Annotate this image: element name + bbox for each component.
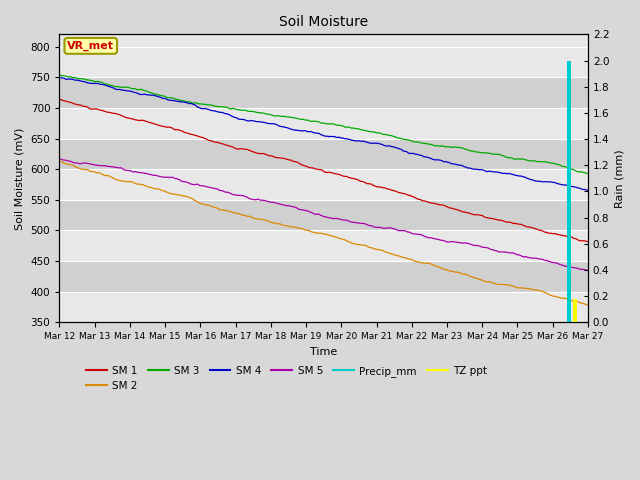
- SM 3: [72, 75, 79, 81]
- SM 3: [521, 157, 529, 163]
- SM 3: [358, 127, 365, 132]
- SM 3: [156, 92, 163, 98]
- SM 5: [154, 173, 161, 179]
- SM 2: [56, 158, 63, 164]
- Line: SM 3: SM 3: [60, 75, 588, 174]
- Bar: [60, 169, 588, 200]
- Bar: [60, 77, 588, 108]
- SM 4: [520, 174, 527, 180]
- SM 2: [356, 242, 364, 248]
- SM 1: [584, 239, 592, 245]
- Bar: [60, 230, 588, 261]
- SM 2: [584, 302, 592, 308]
- SM 4: [584, 188, 592, 193]
- Line: SM 5: SM 5: [60, 159, 588, 270]
- SM 3: [584, 171, 592, 177]
- SM 2: [70, 163, 78, 169]
- SM 1: [154, 122, 161, 128]
- SM 4: [56, 74, 63, 80]
- SM 3: [56, 72, 63, 78]
- SM 1: [356, 179, 364, 184]
- SM 4: [154, 94, 161, 99]
- SM 2: [520, 285, 527, 291]
- SM 5: [582, 267, 590, 273]
- SM 4: [356, 138, 364, 144]
- SM 5: [374, 225, 382, 230]
- SM 4: [70, 77, 78, 83]
- SM 1: [70, 101, 78, 107]
- SM 1: [520, 223, 527, 228]
- Legend: SM 1, SM 2, SM 3, SM 4, SM 5, Precip_mm, TZ ppt: SM 1, SM 2, SM 3, SM 4, SM 5, Precip_mm,…: [82, 361, 492, 395]
- SM 4: [386, 143, 394, 149]
- SM 5: [56, 156, 63, 162]
- SM 5: [584, 267, 592, 273]
- Y-axis label: Rain (mm): Rain (mm): [615, 149, 625, 208]
- Bar: [60, 261, 588, 292]
- SM 5: [70, 160, 78, 166]
- SM 2: [154, 186, 161, 192]
- SM 5: [520, 254, 527, 260]
- SM 1: [386, 187, 394, 192]
- SM 3: [376, 130, 383, 136]
- Title: Soil Moisture: Soil Moisture: [279, 15, 368, 29]
- SM 1: [56, 96, 63, 102]
- SM 3: [387, 133, 395, 139]
- Line: SM 2: SM 2: [60, 161, 588, 305]
- SM 2: [374, 247, 382, 252]
- SM 5: [356, 220, 364, 226]
- Bar: [60, 139, 588, 169]
- Bar: [60, 47, 588, 77]
- Bar: [573, 299, 577, 323]
- Line: SM 1: SM 1: [60, 99, 588, 242]
- Y-axis label: Soil Moisture (mV): Soil Moisture (mV): [15, 127, 25, 229]
- Bar: [60, 108, 588, 139]
- SM 1: [374, 184, 382, 190]
- SM 5: [386, 225, 394, 231]
- Bar: [60, 200, 588, 230]
- SM 3: [57, 72, 65, 78]
- Bar: [60, 292, 588, 323]
- Line: SM 4: SM 4: [60, 77, 588, 191]
- X-axis label: Time: Time: [310, 347, 337, 357]
- Text: VR_met: VR_met: [67, 41, 115, 51]
- Bar: [566, 60, 571, 323]
- SM 4: [374, 140, 382, 146]
- SM 2: [386, 251, 394, 256]
